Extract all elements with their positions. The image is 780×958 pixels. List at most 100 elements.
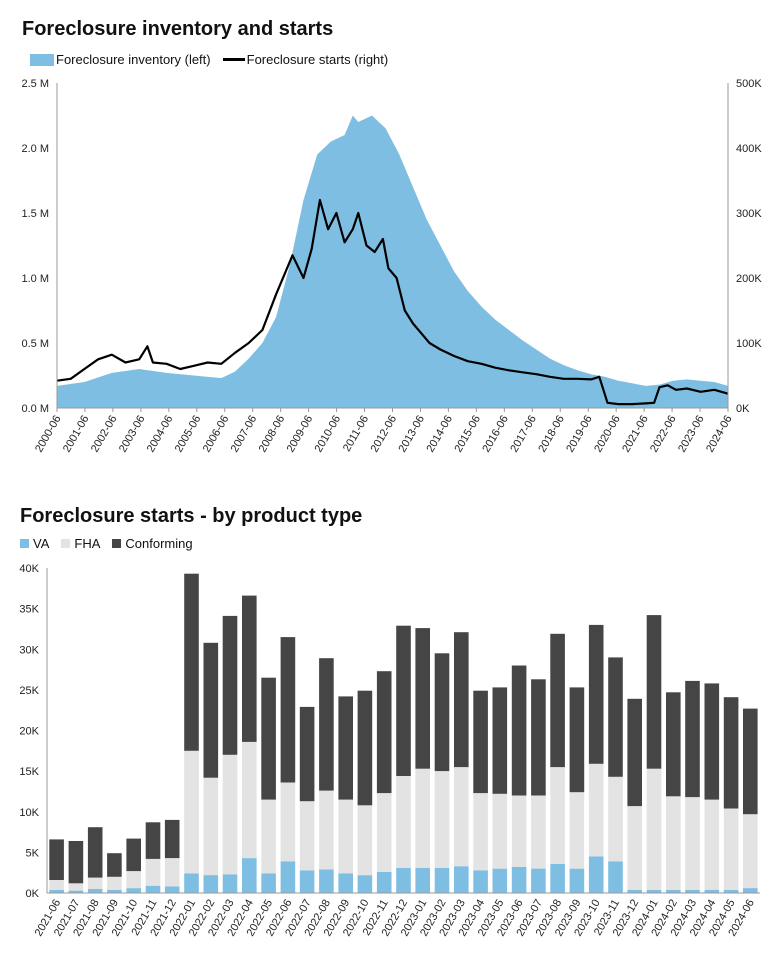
bar-va [569,868,585,893]
bar-fha [569,792,585,869]
bar-va [415,867,430,893]
bar-conforming [376,671,392,794]
right-y-tick-label: 100K [736,338,762,350]
bar-conforming [588,624,604,764]
inventory-chart-title: Foreclosure inventory and starts [22,18,334,40]
bar-conforming [550,633,565,768]
bar-fha [222,754,238,875]
x-tick-label: 2008-06 [257,414,288,455]
bar-conforming [627,698,642,807]
bar-conforming [184,573,199,751]
bar-conforming [492,687,508,794]
x-tick-label: 2021-06 [620,414,651,455]
legend-item-conforming: Conforming [112,536,193,551]
x-tick-label: 2007-06 [229,414,260,455]
bar-y-tick-label: 10K [19,807,39,819]
bar-va [222,874,238,893]
bar-va [454,866,469,893]
bar-va [743,888,758,893]
bar-fha [473,793,488,871]
bar-y-tick-label: 30K [19,644,39,656]
bar-conforming [723,697,739,809]
bar-conforming [396,625,411,776]
bar-va [396,867,411,893]
x-tick-label: 2017-06 [508,414,539,455]
bar-va [242,858,257,893]
bar-conforming [569,687,585,793]
bar-fha [396,776,411,868]
bar-conforming [107,853,122,877]
bar-fha [319,790,334,870]
x-tick-label: 2004-06 [145,414,176,455]
bar-conforming [68,841,84,884]
bar-fha [107,876,122,890]
legend-swatch-inventory [30,53,54,66]
bar-fha [588,763,604,857]
bar-conforming [49,839,64,880]
bar-conforming [338,696,353,800]
bar-y-tick-label: 0K [26,888,40,900]
x-tick-label: 2018-06 [536,414,567,455]
bar-fha [454,767,469,867]
bar-va [145,885,161,893]
bar-va [261,873,276,893]
bar-conforming [704,683,720,800]
bar-va [203,875,219,893]
bar-va [87,888,103,893]
bar-fha [685,797,700,890]
bar-y-tick-label: 15K [19,766,39,778]
legend-swatch-va [20,539,29,548]
bar-fha [511,795,527,867]
legend-item-starts: Foreclosure starts (right) [222,52,388,67]
bar-conforming [473,690,488,794]
x-tick-label: 2011-06 [341,414,371,454]
bar-fha [704,799,720,890]
x-tick-label: 2014-06 [424,414,455,455]
bar-conforming [666,692,681,797]
bar-conforming [126,838,141,872]
left-y-tick-label: 1.0 M [21,273,49,285]
legend-swatch-fha [61,539,71,548]
right-y-tick-label: 400K [736,143,762,155]
x-tick-label: 2005-06 [173,414,204,455]
bar-fha [338,799,353,874]
right-y-tick-label: 300K [736,208,762,220]
x-tick-label: 2001-06 [61,414,92,455]
bar-conforming [646,615,662,769]
bar-conforming [145,822,161,859]
bar-fha [357,805,373,876]
bar-fha [68,883,84,891]
left-y-tick-label: 2.5 M [21,78,49,90]
bar-fha [627,806,642,890]
x-tick-label: 2020-06 [592,414,623,455]
bar-y-tick-label: 5K [26,847,40,859]
bar-conforming [685,680,700,798]
x-tick-label: 2015-06 [452,414,483,455]
bar-fha [184,750,199,874]
bar-fha [87,877,103,889]
right-y-tick-label: 500K [736,78,762,90]
bar-va [280,861,296,893]
bar-va [376,871,392,893]
inventory-chart-legend: Foreclosure inventory (left) Foreclosure… [30,52,400,67]
bar-va [492,868,508,893]
right-y-tick-label: 200K [736,273,762,285]
left-y-tick-label: 1.5 M [21,208,49,220]
inventory-area [57,115,728,408]
bar-va [723,889,739,894]
bar-va [319,869,334,893]
bar-fha [608,776,623,862]
bar-va [126,888,141,893]
bar-va [184,873,199,893]
x-tick-label: 2013-06 [396,414,427,455]
bar-conforming [299,706,315,802]
x-tick-label: 2006-06 [201,414,232,455]
bar-fha [666,796,681,890]
bar-fha [280,782,296,862]
bar-fha [415,768,430,868]
legend-label-va: VA [33,536,50,551]
x-tick-label: 2003-06 [117,414,148,455]
left-y-tick-label: 2.0 M [21,143,49,155]
bar-conforming [511,665,527,796]
